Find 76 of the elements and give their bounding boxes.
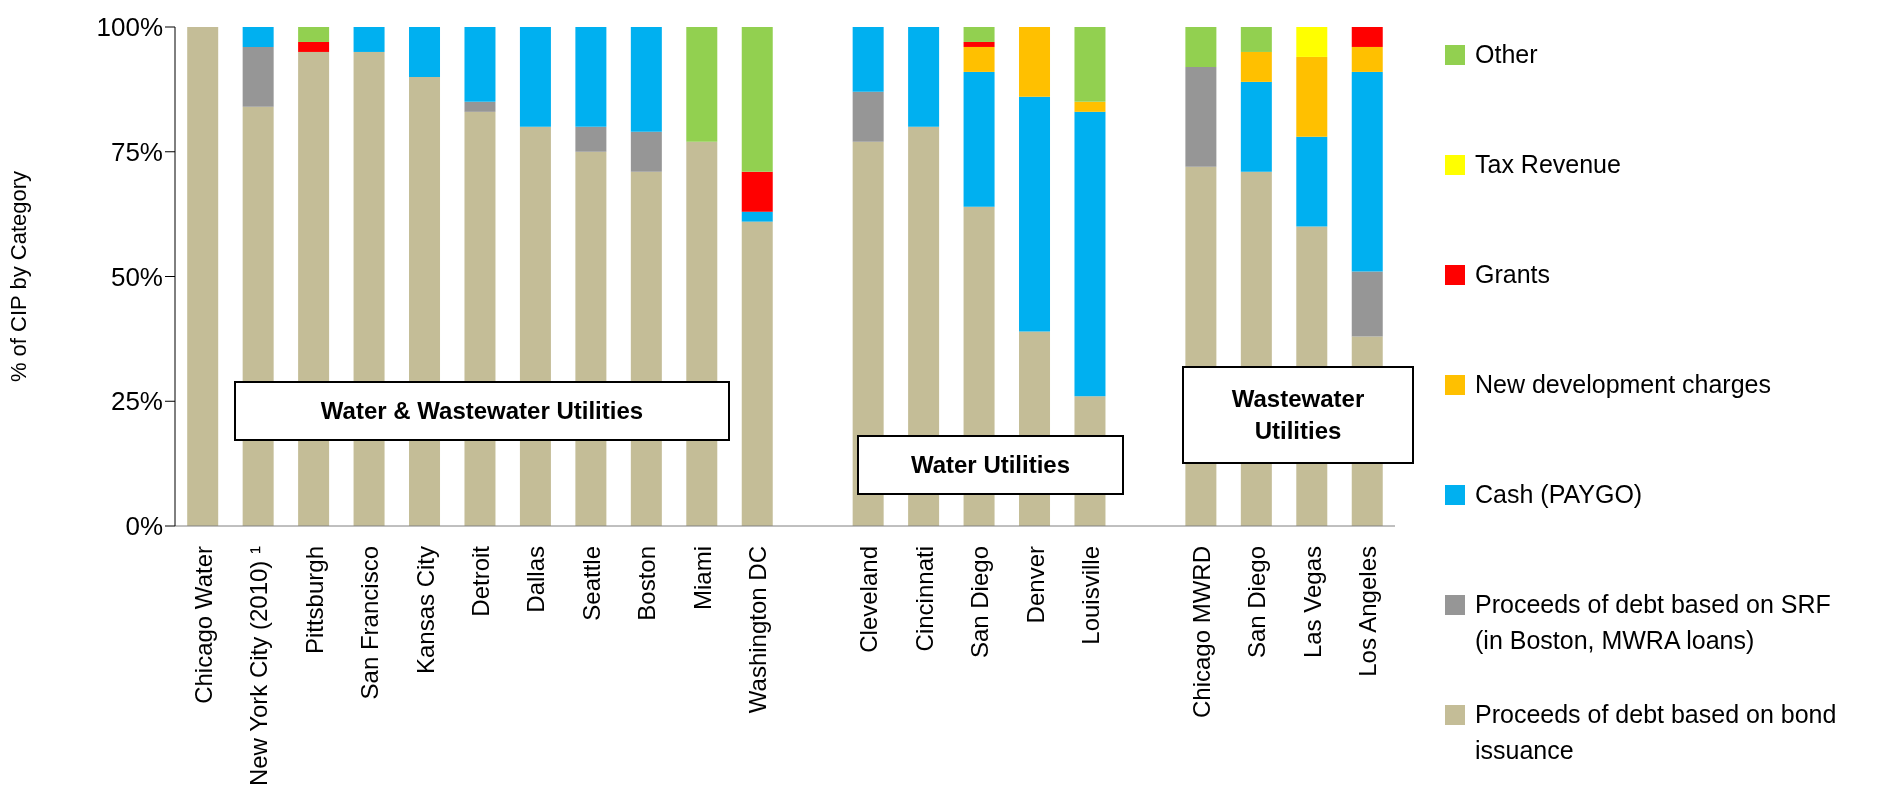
bar [963, 71, 995, 207]
bar [963, 27, 995, 42]
bar [1185, 66, 1217, 167]
x-tick-label: Dallas [521, 546, 549, 613]
bar [963, 46, 995, 72]
bar [741, 221, 773, 526]
x-tick-label: Washington DC [743, 546, 771, 714]
bar [741, 171, 773, 212]
x-tick-label: New York City (2010) ¹ [244, 545, 272, 787]
legend-label: Cash (PAYGO) [1475, 479, 1644, 510]
y-tick-label: 50% [110, 261, 163, 292]
legend-label: Proceeds of debt based on SRF (in Boston, MWRA loans) [1475, 589, 1832, 656]
bar [963, 41, 995, 47]
bar [519, 27, 551, 127]
x-tick-label: Cleveland [854, 546, 882, 653]
x-tick-label: Las Vegas [1298, 546, 1326, 659]
bar [1351, 27, 1383, 47]
bar [1296, 136, 1328, 227]
x-tick-label: Kansas City [411, 546, 439, 675]
bar [1351, 71, 1383, 272]
bar [298, 27, 330, 42]
legend-label: Grants [1475, 259, 1552, 290]
x-tick-label: San Diego [1242, 546, 1270, 659]
bar [298, 41, 330, 52]
x-tick-label: Detroit [466, 545, 494, 617]
bar [686, 27, 718, 142]
x-tick-label: Denver [1021, 546, 1049, 624]
y-tick-label: 25% [110, 386, 163, 417]
bar [630, 27, 662, 132]
bar [1185, 27, 1217, 67]
legend-label: Other [1475, 39, 1539, 70]
bar [852, 27, 884, 92]
bar [741, 211, 773, 222]
bar [1074, 101, 1106, 112]
y-tick-label: 75% [110, 136, 163, 167]
bar [1240, 27, 1272, 52]
bar [242, 46, 274, 107]
bar [409, 27, 441, 77]
legend-label: Proceeds of debt based on bond issuance [1475, 699, 1838, 766]
bar [1240, 81, 1272, 172]
bar [741, 27, 773, 172]
x-tick-label: San Francisco [355, 546, 383, 700]
bar [353, 27, 385, 52]
bar [1296, 27, 1328, 57]
x-tick-label: Pittsburgh [300, 546, 328, 655]
bar [1296, 56, 1328, 137]
bar [1351, 46, 1383, 72]
x-tick-label: Chicago MWRD [1187, 546, 1215, 719]
bar [1351, 271, 1383, 337]
bar [1074, 111, 1106, 397]
x-tick-label: Los Angeles [1353, 546, 1381, 677]
x-tick-label: Seattle [577, 546, 605, 621]
legend-label: Tax Revenue [1475, 149, 1622, 180]
bar [575, 27, 607, 127]
x-tick-label: Louisville [1076, 546, 1104, 645]
x-tick-label: Chicago Water [189, 546, 217, 704]
x-tick-label: San Diego [965, 546, 993, 659]
bar [852, 91, 884, 142]
bar [630, 131, 662, 172]
bar [464, 101, 496, 112]
bar [464, 27, 496, 102]
bar [187, 27, 219, 526]
bar [1240, 51, 1272, 82]
bar [908, 27, 940, 127]
y-tick-label: 100% [96, 12, 163, 43]
x-tick-label: Cincinnati [910, 546, 938, 652]
x-tick-label: Boston [632, 546, 660, 621]
bar [1019, 96, 1051, 332]
bar [1019, 27, 1051, 97]
bar [575, 126, 607, 152]
bar [1074, 27, 1106, 102]
y-tick-label: 0% [125, 511, 163, 542]
y-axis-title: % of CIP by Category [5, 170, 31, 383]
x-tick-label: Miami [688, 546, 716, 610]
legend-label: New development charges [1475, 369, 1772, 400]
bar [242, 27, 274, 47]
